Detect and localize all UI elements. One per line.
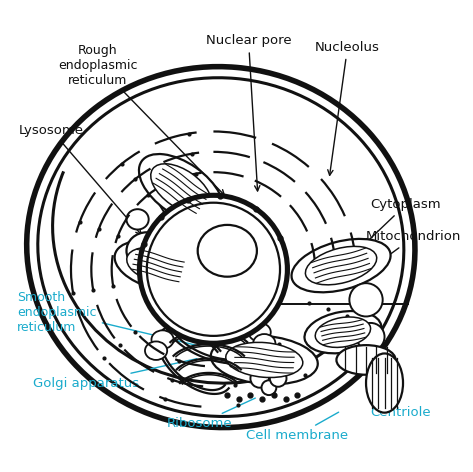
Ellipse shape [315, 317, 370, 347]
Ellipse shape [336, 345, 395, 375]
Ellipse shape [253, 334, 275, 353]
Text: Cell membrane: Cell membrane [245, 412, 348, 442]
Ellipse shape [151, 330, 174, 349]
Ellipse shape [226, 342, 303, 378]
Ellipse shape [139, 154, 223, 224]
Ellipse shape [126, 232, 167, 270]
Ellipse shape [145, 341, 167, 360]
Ellipse shape [250, 369, 269, 388]
Text: Rough
endoplasmic
reticulum: Rough endoplasmic reticulum [58, 43, 224, 195]
Text: Smooth
endoplasmic
reticulum: Smooth endoplasmic reticulum [18, 291, 197, 346]
Ellipse shape [249, 323, 271, 341]
Text: Nucleolus: Nucleolus [315, 41, 380, 175]
Ellipse shape [270, 370, 287, 387]
Text: Mitochondrion: Mitochondrion [366, 230, 461, 270]
Text: Centriole: Centriole [371, 373, 431, 419]
Ellipse shape [357, 323, 385, 351]
Ellipse shape [114, 240, 201, 291]
Ellipse shape [262, 380, 276, 395]
Ellipse shape [198, 225, 257, 277]
Text: Lysosome: Lysosome [19, 124, 141, 235]
Ellipse shape [140, 195, 288, 343]
Ellipse shape [350, 283, 383, 316]
Text: Golgi apparatus: Golgi apparatus [33, 359, 197, 389]
Ellipse shape [305, 311, 381, 354]
Ellipse shape [211, 336, 318, 384]
Text: Cytoplasm: Cytoplasm [365, 198, 441, 244]
Ellipse shape [291, 239, 391, 292]
Ellipse shape [126, 209, 149, 229]
Text: Nuclear pore: Nuclear pore [206, 34, 291, 191]
Ellipse shape [151, 164, 211, 214]
Ellipse shape [306, 246, 377, 285]
Ellipse shape [26, 67, 415, 428]
Text: Ribosome: Ribosome [167, 398, 255, 430]
Ellipse shape [366, 354, 403, 413]
Ellipse shape [127, 247, 189, 284]
